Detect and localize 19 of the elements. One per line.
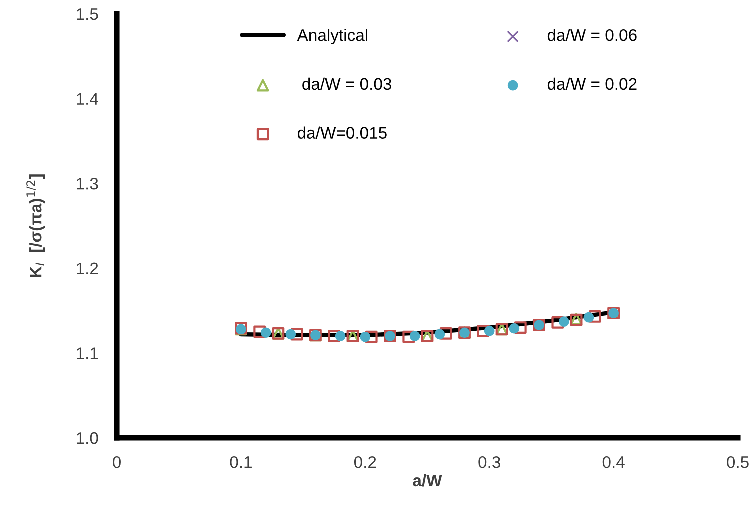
legend-label: da/W = 0.06: [548, 29, 637, 42]
x-tick-label: 0.1: [230, 456, 252, 468]
y-tick-label: 1.1: [77, 348, 98, 360]
legend-label: da/W = 0.03: [302, 78, 392, 90]
y-axis-title: K$_{I}$ [/σ(πa)$^{1/2}$]: [26, 174, 46, 278]
x-tick-label: 0.3: [478, 456, 500, 468]
x-tick-label: 0: [113, 456, 121, 468]
x-tick-label: 0.4: [602, 456, 625, 468]
y-tick-label: 1.3: [77, 178, 98, 190]
y-tick-label: 1.4: [77, 93, 98, 105]
legend-label: da/W=0.015: [298, 126, 387, 139]
legend-label: da/W = 0.02: [548, 78, 637, 90]
y-tick-label: 1.0: [77, 432, 98, 444]
x-axis-title: a/W: [413, 474, 442, 487]
y-tick-label: 1.5: [77, 8, 98, 20]
x-tick-label: 0.2: [354, 456, 376, 468]
y-tick-label: 1.2: [77, 262, 98, 274]
x-tick-label: 0.5: [727, 456, 749, 468]
legend-label: Analytical: [297, 29, 368, 45]
